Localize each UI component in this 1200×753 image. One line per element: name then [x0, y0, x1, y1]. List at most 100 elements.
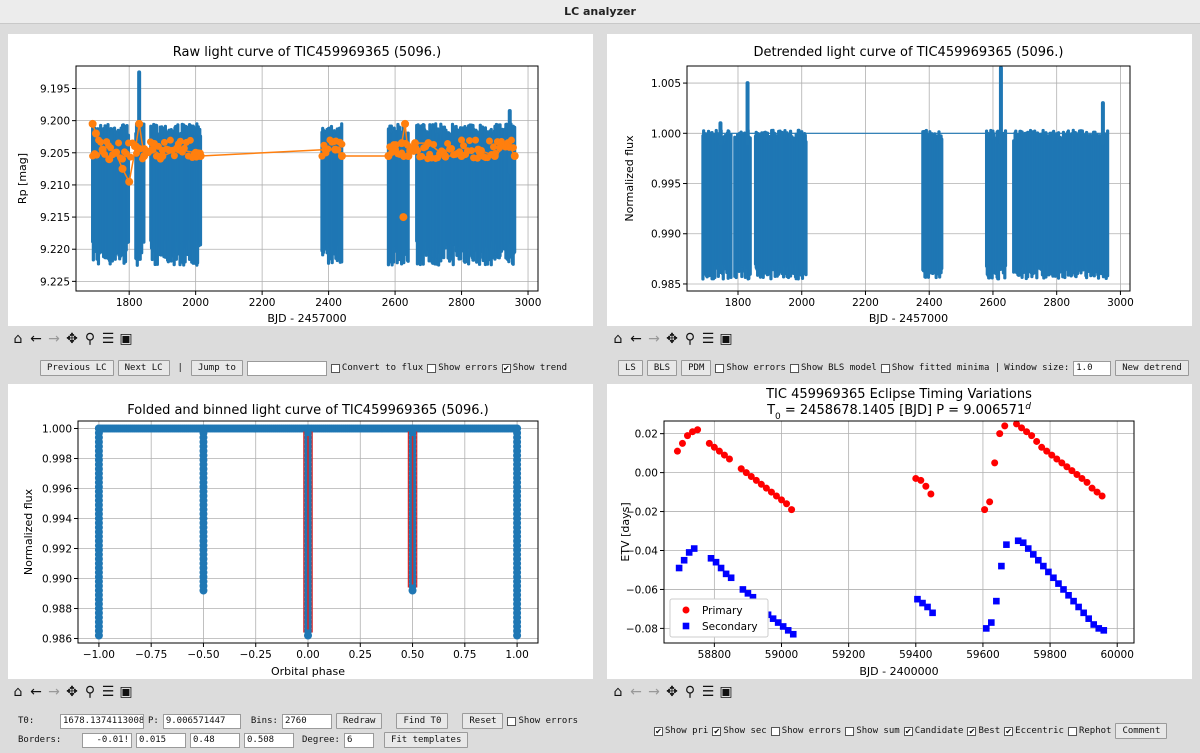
save-icon[interactable]: ▣: [719, 684, 733, 700]
primary-point: [981, 506, 989, 514]
secondary-point: [1070, 597, 1077, 605]
show-fitted-minima-checkbox[interactable]: Show fitted minima |: [880, 363, 1000, 373]
reset-button[interactable]: Reset: [462, 713, 504, 729]
show-errors-fold-checkbox[interactable]: Show errors: [507, 716, 578, 726]
raw-lc-chart[interactable]: 1800 2000 2200 2400 2600 2800 3000 9.195 9.200 9.…: [8, 34, 593, 326]
configure-icon[interactable]: ☰: [101, 684, 115, 700]
y-tick-label: 9.210: [40, 180, 70, 192]
y-tick-label: −0.04: [626, 546, 658, 558]
y-tick-label: 0.02: [635, 429, 658, 441]
zoom-icon[interactable]: ⚲: [84, 684, 96, 700]
border-1-input[interactable]: -0.01!: [82, 732, 132, 748]
chart-subtitle: T0 = 2458678.1405 [BJD] P = 9.006571d: [766, 402, 1031, 422]
eclipse-point: [513, 631, 522, 640]
candidate-checkbox[interactable]: ✔ Candidate: [903, 726, 964, 736]
jump-to-input[interactable]: [246, 360, 327, 376]
detrended-chart[interactable]: 1800 2000 2200 2400 2600 2800 3000 1.005 1.000 0.…: [607, 34, 1192, 326]
best-checkbox[interactable]: ✔ Best: [967, 726, 1001, 736]
bins-input[interactable]: 2760: [281, 713, 332, 729]
redraw-button[interactable]: Redraw: [335, 713, 383, 729]
home-icon[interactable]: ⌂: [13, 684, 23, 700]
back-icon[interactable]: ←: [30, 331, 42, 347]
show-errors-checkbox[interactable]: Show errors: [427, 363, 498, 373]
home-icon[interactable]: ⌂: [613, 331, 623, 347]
zoom-icon[interactable]: ⚲: [684, 684, 696, 700]
jump-to-button[interactable]: Jump to: [190, 360, 243, 376]
pan-icon[interactable]: ✥: [666, 331, 678, 347]
primary-point: [694, 426, 702, 434]
trend-point: [444, 139, 452, 147]
show-errors-etv-checkbox[interactable]: Show errors: [770, 726, 841, 736]
find-t0-button[interactable]: Find T0: [396, 713, 449, 729]
configure-icon[interactable]: ☰: [701, 684, 715, 700]
save-icon[interactable]: ▣: [719, 331, 733, 347]
etv-chart[interactable]: 58800 59000 59200 59400 59600 59800 60000 0.02 0…: [607, 384, 1192, 679]
folded-chart[interactable]: −1.00 −0.75 −0.50 −0.25 0.00 0.25 0.50 0.75 1.00…: [8, 384, 593, 679]
border-2-input[interactable]: 0.015: [136, 732, 186, 748]
primary-point: [1053, 455, 1061, 463]
ls-button[interactable]: LS: [618, 360, 643, 376]
pan-icon[interactable]: ✥: [666, 684, 678, 700]
secondary-point: [712, 558, 720, 566]
back-icon[interactable]: ←: [630, 684, 642, 700]
forward-icon[interactable]: →: [648, 331, 660, 347]
bls-button[interactable]: BLS: [646, 360, 678, 376]
trend-point: [458, 136, 466, 144]
forward-icon[interactable]: →: [648, 684, 660, 700]
forward-icon[interactable]: →: [48, 684, 60, 700]
back-icon[interactable]: ←: [630, 331, 642, 347]
home-icon[interactable]: ⌂: [13, 331, 23, 347]
zoom-icon[interactable]: ⚲: [684, 331, 696, 347]
home-icon[interactable]: ⌂: [613, 684, 623, 700]
border-3-input[interactable]: 0.48: [190, 732, 240, 748]
save-icon[interactable]: ▣: [119, 331, 133, 347]
primary-point: [762, 484, 770, 492]
pan-icon[interactable]: ✥: [66, 331, 78, 347]
save-icon[interactable]: ▣: [119, 684, 133, 700]
secondary-point: [675, 564, 683, 572]
show-trend-checkbox[interactable]: ✔ Show trend: [501, 363, 567, 373]
t0-input[interactable]: 1678.1374113008: [60, 713, 144, 729]
primary-point: [752, 476, 760, 484]
trend-point: [334, 146, 342, 154]
previous-lc-button[interactable]: Previous LC: [40, 360, 114, 376]
pdm-button[interactable]: PDM: [681, 360, 712, 376]
legend-box: [669, 598, 769, 638]
comment-button[interactable]: Comment: [1115, 723, 1168, 739]
trend-point: [88, 119, 97, 128]
secondary-point: [1050, 574, 1057, 582]
border-4-input[interactable]: 0.508: [244, 732, 294, 748]
eccentric-checkbox[interactable]: ✔ Eccentric: [1004, 726, 1064, 736]
show-bls-model-checkbox[interactable]: Show BLS model: [789, 363, 877, 373]
show-pri-checkbox[interactable]: ✔ Show pri: [654, 726, 709, 736]
fit-templates-button[interactable]: Fit templates: [383, 732, 469, 748]
period-input[interactable]: 9.006571447: [162, 713, 241, 729]
secondary-point: [1019, 539, 1027, 547]
trend-point: [338, 140, 346, 148]
next-lc-button[interactable]: Next LC: [117, 360, 170, 376]
x-axis-label: Orbital phase: [271, 665, 345, 678]
x-tick-label: 2200: [852, 297, 879, 309]
degree-input[interactable]: 6: [343, 732, 374, 748]
show-sum-checkbox[interactable]: Show sum: [845, 726, 900, 736]
configure-icon[interactable]: ☰: [701, 331, 715, 347]
chart-title: Detrended light curve of TIC459969365 (5…: [754, 45, 1064, 60]
zoom-icon[interactable]: ⚲: [84, 331, 96, 347]
secondary-point: [707, 554, 715, 562]
back-icon[interactable]: ←: [30, 684, 42, 700]
raw-lc-panel: 1800 2000 2200 2400 2600 2800 3000 9.195 9.200 9.…: [8, 34, 593, 326]
show-errors-right-checkbox[interactable]: Show errors: [715, 363, 786, 373]
configure-icon[interactable]: ☰: [101, 331, 115, 347]
forward-icon[interactable]: →: [48, 331, 60, 347]
convert-to-flux-checkbox[interactable]: Convert to flux: [330, 363, 423, 373]
trend-point: [399, 213, 408, 222]
pan-icon[interactable]: ✥: [66, 684, 78, 700]
trend-point: [93, 151, 101, 159]
primary-point: [917, 476, 925, 484]
rephot-checkbox[interactable]: Rephot: [1067, 726, 1111, 736]
new-detrend-button[interactable]: New detrend: [1115, 360, 1189, 376]
secondary-point: [769, 615, 777, 622]
show-sec-checkbox[interactable]: ✔ Show sec: [712, 726, 767, 736]
secondary-point: [1095, 625, 1103, 632]
window-size-input[interactable]: 1.0: [1073, 360, 1112, 376]
